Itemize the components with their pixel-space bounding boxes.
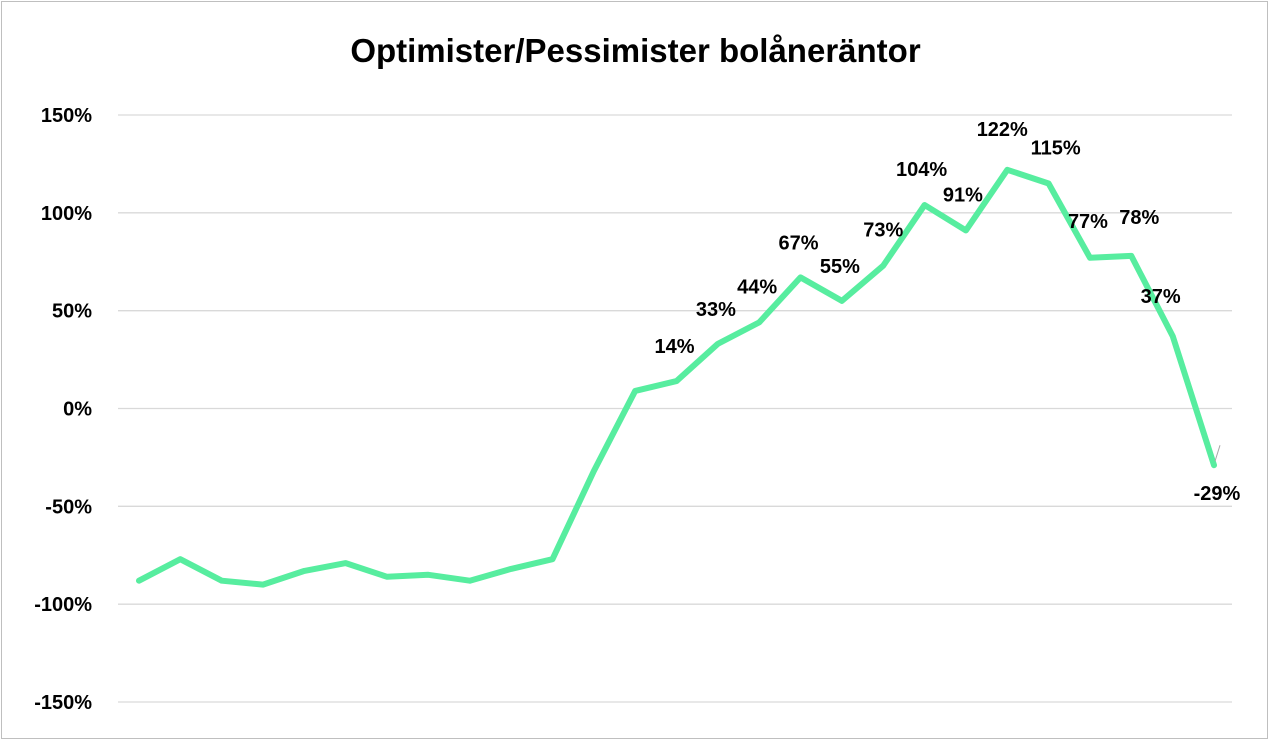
data-label: 44%: [737, 276, 777, 298]
data-label: 115%: [1031, 137, 1081, 159]
y-tick-label: -50%: [45, 496, 92, 518]
data-label: 14%: [654, 336, 694, 358]
data-label: 104%: [896, 159, 947, 181]
y-tick-label: -150%: [34, 692, 92, 714]
data-label: 77%: [1068, 211, 1108, 233]
label-leader-line: [1214, 445, 1221, 462]
data-label: -29%: [1194, 483, 1241, 505]
data-label: 91%: [943, 184, 983, 206]
data-label: 122%: [977, 119, 1028, 141]
series-line: [136, 166, 1217, 588]
y-tick-label: -100%: [34, 594, 92, 616]
data-label: 67%: [779, 232, 819, 254]
y-tick-label: 50%: [52, 301, 92, 323]
y-tick-label: 150%: [41, 105, 92, 127]
chart-title: Optimister/Pessimister bolåneräntor: [350, 32, 921, 69]
y-tick-label: 100%: [41, 203, 92, 225]
data-label: 73%: [863, 220, 903, 242]
data-label: 37%: [1141, 286, 1181, 308]
y-tick-label: 0%: [63, 399, 92, 421]
data-label: 33%: [696, 299, 736, 321]
data-label: 55%: [820, 256, 860, 278]
data-label: 78%: [1119, 207, 1159, 229]
